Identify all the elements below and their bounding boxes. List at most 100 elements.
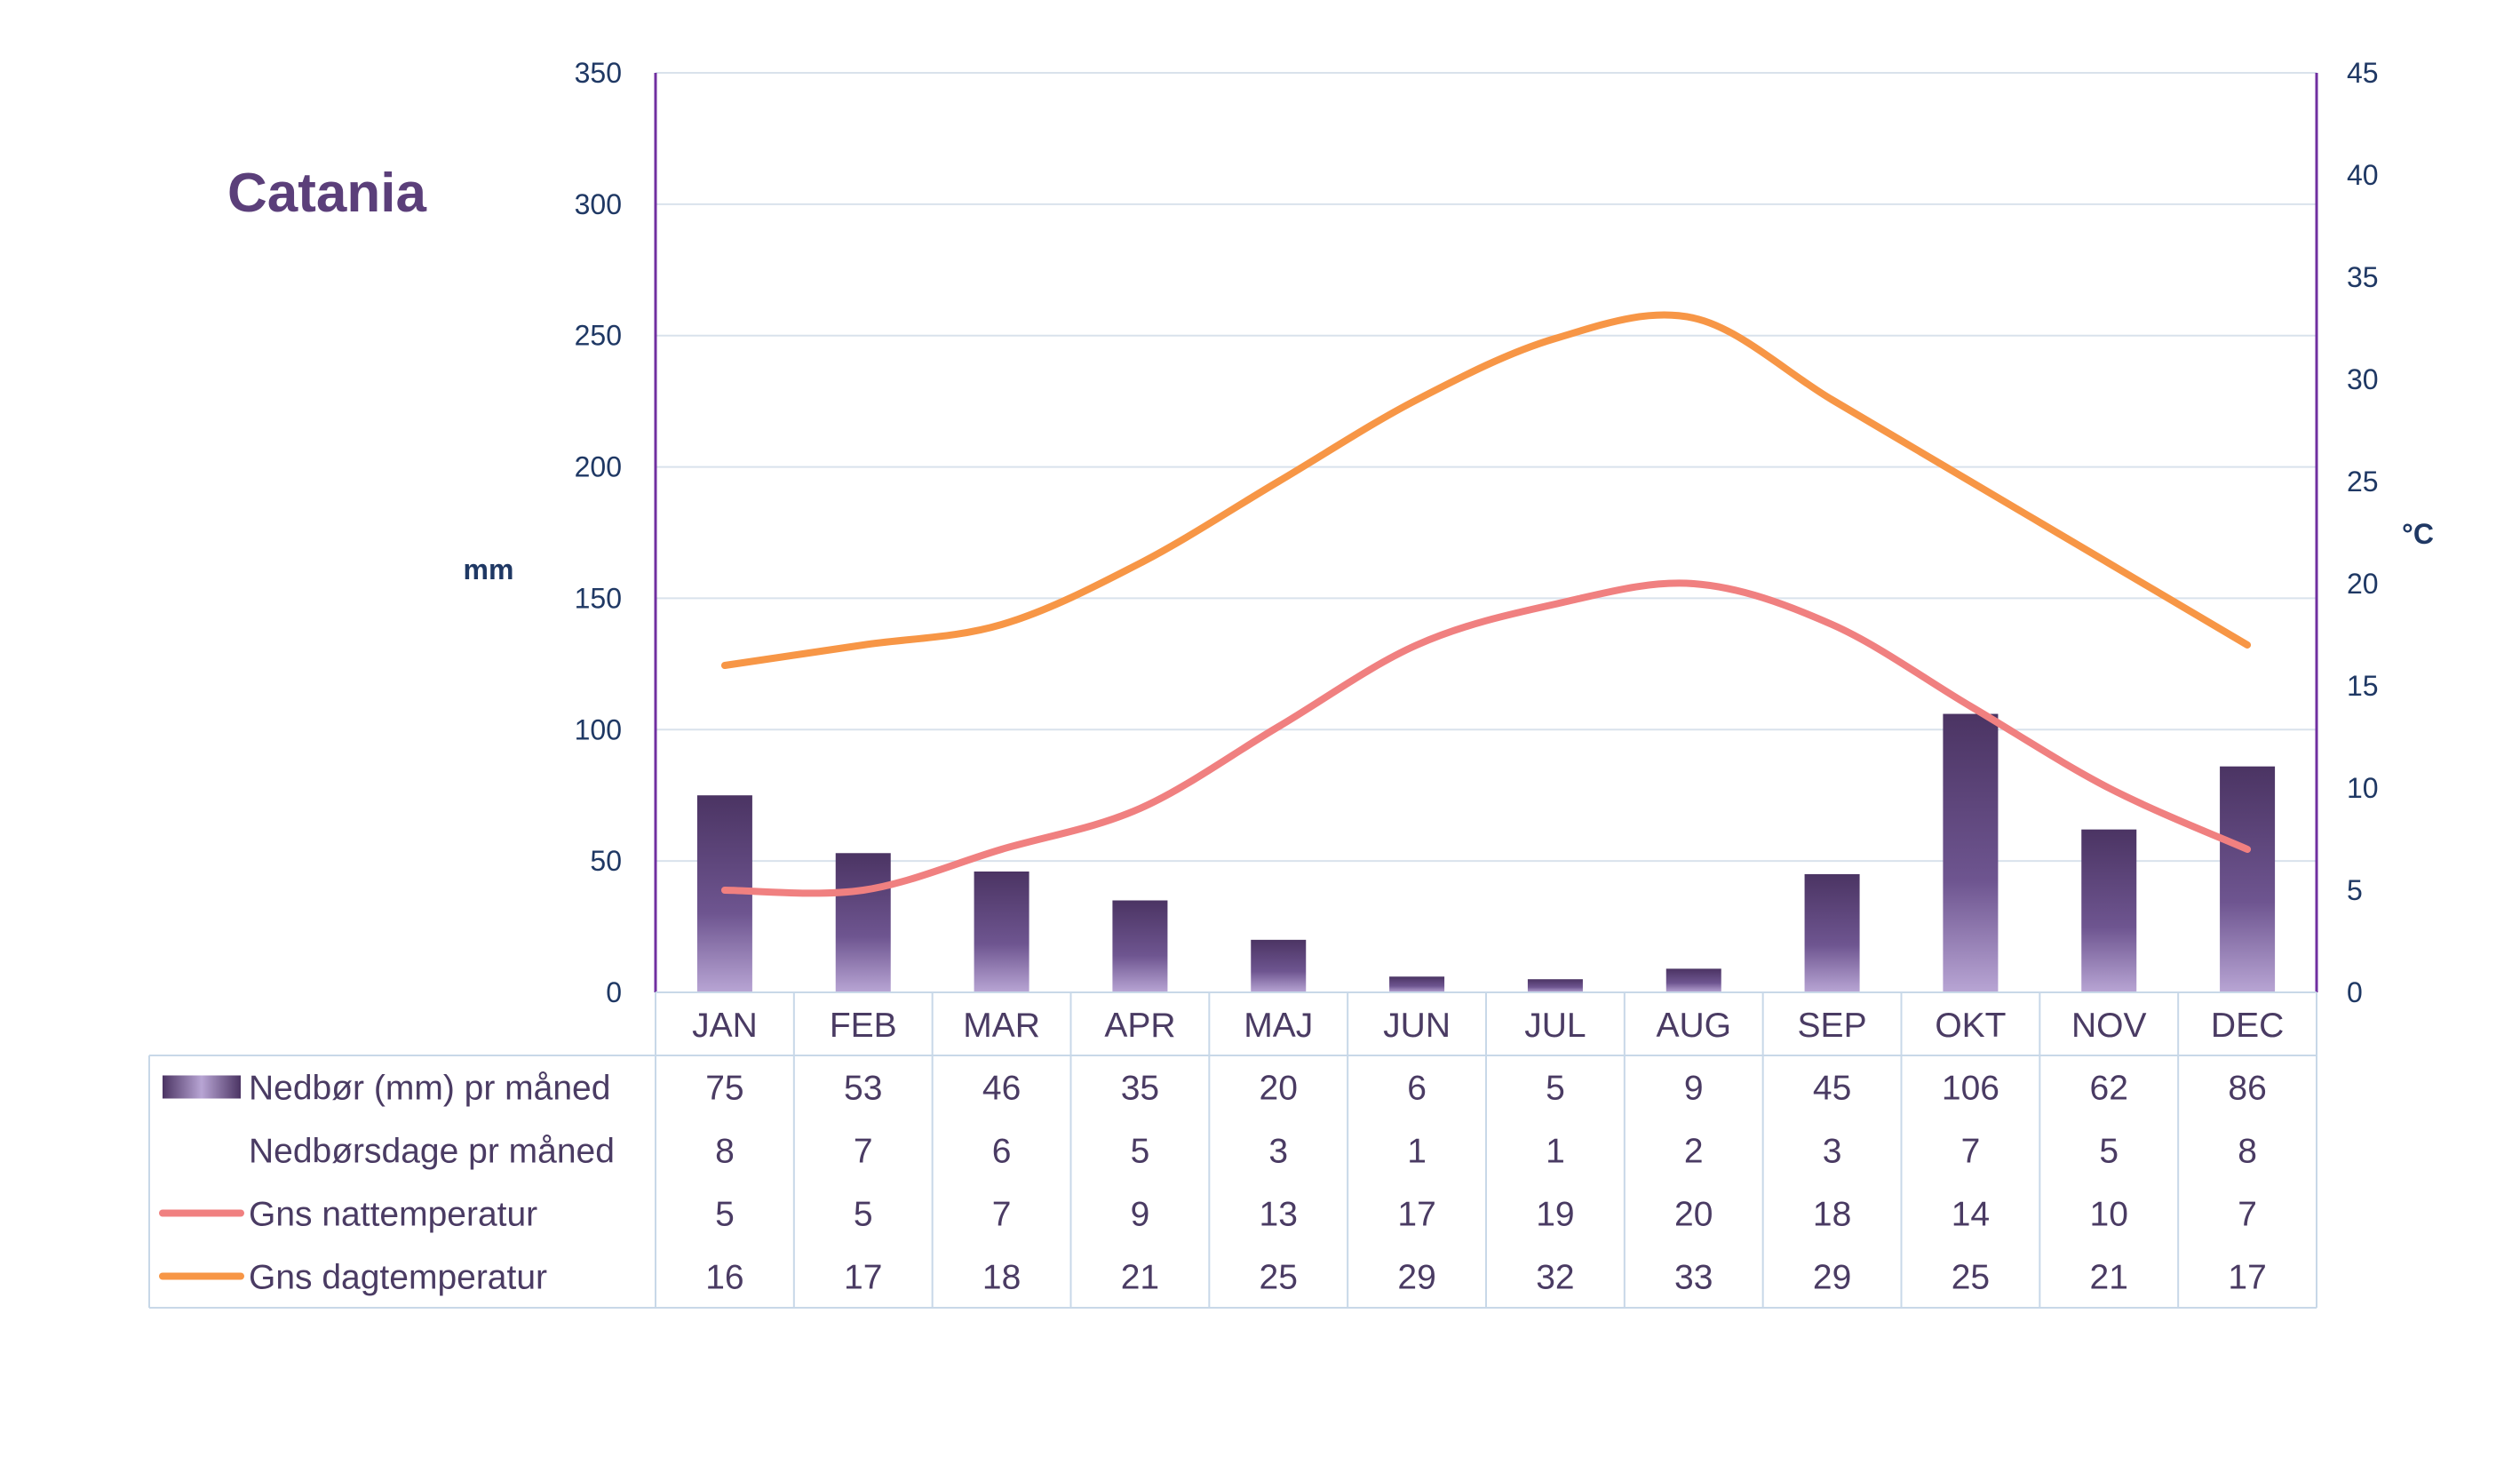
table-cell: 46 — [982, 1070, 1021, 1108]
table-cell: 9 — [1684, 1070, 1704, 1108]
table-cell: 5 — [1131, 1133, 1150, 1171]
chart-title: Catania — [227, 163, 426, 224]
table-cell: 7 — [992, 1196, 1012, 1234]
table-cell: 7 — [854, 1133, 873, 1171]
right-tick-label: 35 — [2347, 261, 2379, 293]
bar-dec — [2220, 766, 2276, 992]
month-label: OKT — [1935, 1007, 2006, 1045]
month-label: SEP — [1798, 1007, 1867, 1045]
table-cell: 20 — [1260, 1070, 1298, 1108]
table-cell: 17 — [2228, 1259, 2266, 1297]
row-label: Gns dagtemperatur — [249, 1259, 547, 1297]
table-cell: 17 — [1397, 1196, 1435, 1234]
left-tick-label: 100 — [575, 713, 622, 745]
left-tick-label: 300 — [575, 188, 622, 220]
right-tick-label: 15 — [2347, 670, 2379, 702]
table-cell: 8 — [715, 1133, 735, 1171]
left-tick-label: 150 — [575, 582, 622, 614]
table-cell: 32 — [1536, 1259, 1574, 1297]
table-cell: 53 — [844, 1070, 882, 1108]
table-cell: 6 — [992, 1133, 1012, 1171]
table-cell: 2 — [1684, 1133, 1704, 1171]
left-tick-label: 350 — [575, 57, 622, 89]
table-cell: 9 — [1131, 1196, 1150, 1234]
row-label: Gns nattemperatur — [249, 1196, 537, 1234]
month-label: JUL — [1524, 1007, 1586, 1045]
table-cell: 7 — [1961, 1133, 1981, 1171]
gridlines — [656, 72, 2317, 863]
table-cell: 29 — [1397, 1259, 1435, 1297]
table-cell: 18 — [1813, 1196, 1851, 1234]
bar-feb — [835, 853, 891, 992]
table-cell: 7 — [2238, 1196, 2257, 1234]
table-cell: 3 — [1268, 1133, 1288, 1171]
month-label: NOV — [2071, 1007, 2147, 1045]
table-cell: 25 — [1952, 1259, 1990, 1297]
right-tick-label: 20 — [2347, 568, 2379, 600]
table-cell: 21 — [1121, 1259, 1159, 1297]
month-label: APR — [1104, 1007, 1175, 1045]
table-cell: 13 — [1260, 1196, 1298, 1234]
table-cell: 18 — [982, 1259, 1021, 1297]
table-cell: 8 — [2238, 1133, 2257, 1171]
table-cell: 5 — [1546, 1070, 1565, 1108]
table-cell: 29 — [1813, 1259, 1851, 1297]
right-tick-label: 30 — [2347, 363, 2379, 395]
left-tick-label: 200 — [575, 451, 622, 483]
left-axis-label: mm — [464, 553, 514, 585]
table-cell: 62 — [2090, 1070, 2128, 1108]
table-cell: 25 — [1260, 1259, 1298, 1297]
table-cell: 14 — [1952, 1196, 1990, 1234]
day-temperature-line — [720, 311, 2252, 669]
table-cell: 19 — [1536, 1196, 1574, 1234]
right-tick-label: 10 — [2347, 772, 2379, 804]
table-cell: 17 — [844, 1259, 882, 1297]
month-label: FEB — [830, 1007, 897, 1045]
month-label: MAJ — [1244, 1007, 1313, 1045]
table-cell: 45 — [1813, 1070, 1851, 1108]
bar-mar — [974, 871, 1029, 992]
bar-apr — [1112, 900, 1168, 992]
table-cell: 86 — [2228, 1070, 2266, 1108]
bar-nov — [2081, 829, 2137, 992]
axes: 0 50 100 150 200 250 300 350 0 5 10 15 20 25 30 35 40 45 m… — [464, 57, 2434, 1008]
right-axis-label: °C — [2402, 518, 2434, 550]
month-label: DEC — [2211, 1007, 2284, 1045]
table-cell: 35 — [1121, 1070, 1159, 1108]
bar-sep — [1804, 873, 1860, 992]
month-label: JUN — [1383, 1007, 1451, 1045]
temperature-lines — [720, 311, 2252, 897]
table-cell: 5 — [715, 1196, 735, 1234]
left-tick-label: 0 — [606, 976, 622, 1008]
bar-okt — [1943, 713, 1999, 992]
right-tick-label: 5 — [2347, 874, 2363, 906]
left-tick-label: 250 — [575, 320, 622, 352]
table-cell: 33 — [1674, 1259, 1713, 1297]
bar-maj — [1251, 939, 1307, 992]
legend-key-precipitation — [163, 1075, 241, 1099]
month-label: JAN — [692, 1007, 758, 1045]
table-cell: 20 — [1674, 1196, 1713, 1234]
table-cell: 1 — [1407, 1133, 1427, 1171]
row-label: Nedbør (mm) pr måned — [249, 1070, 610, 1108]
table-cell: 5 — [854, 1196, 873, 1234]
table-cell: 3 — [1823, 1133, 1842, 1171]
row-label: Nedbørsdage pr måned — [249, 1133, 615, 1171]
bar-aug — [1665, 968, 1721, 992]
right-tick-label: 45 — [2347, 57, 2379, 89]
right-tick-label: 25 — [2347, 466, 2379, 498]
month-label: MAR — [963, 1007, 1040, 1045]
bar-jun — [1389, 976, 1445, 992]
data-table: JAN FEB MAR APR MAJ JUN JUL AUG SEP OKT NOV DEC Nedb… — [148, 991, 2317, 1309]
table-cell: 75 — [705, 1070, 743, 1108]
table-cell: 21 — [2090, 1259, 2128, 1297]
month-label: AUG — [1656, 1007, 1731, 1045]
table-cell: 16 — [705, 1259, 743, 1297]
table-cell: 10 — [2090, 1196, 2128, 1234]
precipitation-bars — [696, 713, 2276, 992]
left-tick-label: 50 — [590, 845, 622, 877]
night-temperature-line — [720, 579, 2252, 897]
table-cell: 106 — [1942, 1070, 1999, 1108]
right-tick-label: 0 — [2347, 976, 2363, 1008]
